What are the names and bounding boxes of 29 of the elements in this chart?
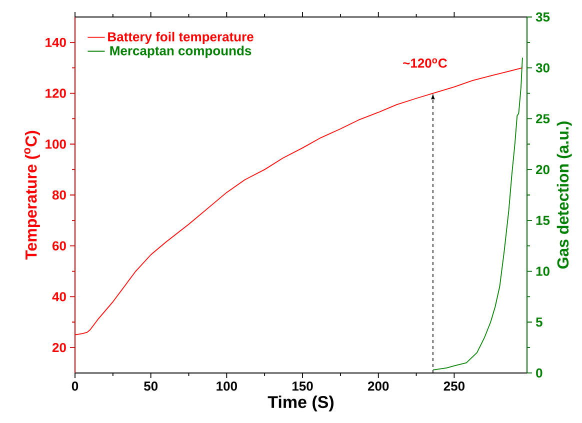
- y2-tick-label: 10: [536, 266, 550, 276]
- annotation: ~120$^{o}$C: [403, 58, 447, 68]
- y2-tick-label: 25: [536, 114, 550, 124]
- x-tick-label: 0: [72, 382, 78, 391]
- x-tick-label: 200: [368, 382, 389, 391]
- y2-tick-label: 5: [536, 318, 542, 327]
- y-tick-label: 40: [52, 292, 66, 302]
- y-tick-label: 20: [52, 342, 66, 352]
- y2-tick-label: 0: [536, 368, 542, 378]
- line-series: [432, 57, 523, 370]
- x-tick-label: 150: [292, 382, 313, 391]
- x-tick-label: 250: [444, 382, 464, 391]
- y-axis-title: Temperature ($^{o}$C): [24, 130, 40, 260]
- x-axis-title: Time (S): [268, 396, 334, 412]
- y2-tick-label: 30: [536, 63, 550, 72]
- y2-tick-label: 35: [536, 12, 550, 22]
- y-tick-label: 60: [52, 241, 66, 250]
- y-tick-label: 140: [46, 38, 66, 48]
- line-series: [74, 67, 523, 336]
- y-tick-label: 80: [52, 190, 66, 200]
- y2-tick-label: 20: [536, 164, 550, 174]
- y-tick-label: 100: [46, 140, 66, 149]
- y-tick-label: 120: [46, 88, 66, 98]
- legend-label: Mercaptan compounds: [110, 46, 252, 58]
- x-tick-label: 100: [216, 382, 237, 391]
- x-tick-label: 50: [144, 382, 158, 391]
- y2-tick-label: 15: [536, 216, 550, 225]
- y2-axis-title: Gas detection (a.u.): [556, 122, 572, 269]
- legend-label: Battery foil temperature: [108, 32, 254, 44]
